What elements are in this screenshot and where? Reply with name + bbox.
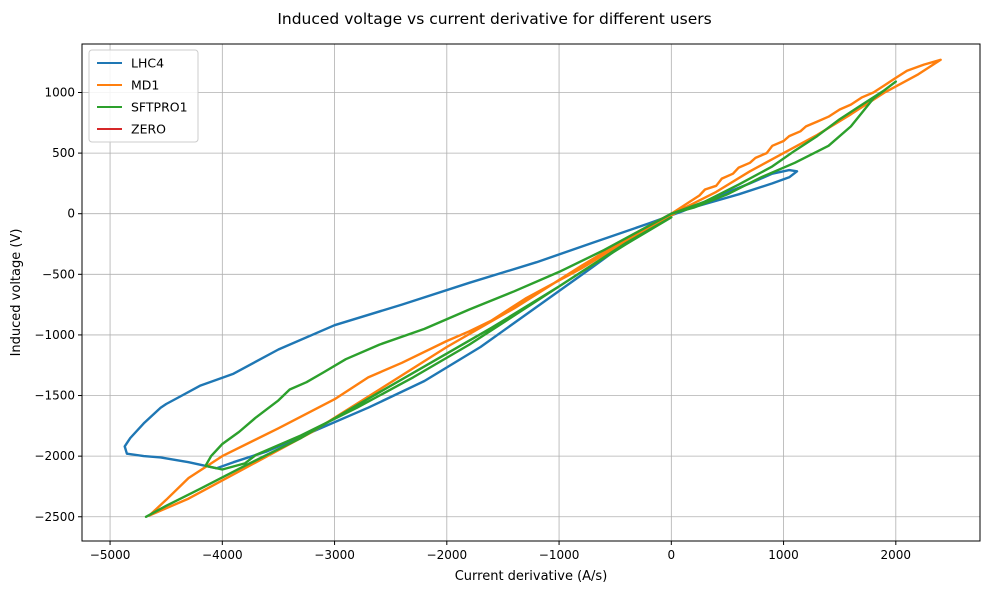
x-tick-label: −2000	[427, 548, 468, 562]
plot-frame	[81, 43, 981, 542]
legend: LHC4 MD1 SFTPRO1 ZERO	[88, 49, 199, 143]
legend-box	[88, 49, 199, 143]
y-ticks: −2500 −2000 −1500 −1000 −500 0 500 1000	[34, 85, 82, 524]
x-tick-label: 0	[667, 548, 675, 562]
y-tick-label: −2500	[34, 510, 75, 524]
x-tick-label: −4000	[202, 548, 243, 562]
y-tick-label: 0	[67, 207, 75, 221]
y-axis-label: Induced voltage (V)	[9, 229, 24, 357]
x-tick-label: −3000	[314, 548, 355, 562]
x-tick-label: −1000	[539, 548, 580, 562]
grid-layer	[82, 44, 980, 541]
legend-label-md1: MD1	[131, 78, 159, 93]
y-tick-label: 1000	[44, 85, 75, 99]
series-line-lhc4	[123, 168, 799, 470]
legend-label-lhc4: LHC4	[131, 56, 164, 71]
y-tick-label: 500	[52, 146, 75, 160]
x-ticks: −5000 −4000 −3000 −2000 −1000 0 1000 2000	[90, 541, 911, 562]
x-axis-label: Current derivative (A/s)	[455, 569, 608, 584]
x-tick-label: 1000	[768, 548, 799, 562]
y-tick-label: −2000	[34, 449, 75, 463]
legend-label-zero: ZERO	[131, 122, 166, 137]
x-tick-label: −5000	[90, 548, 131, 562]
series-layer	[123, 58, 942, 518]
y-tick-label: −500	[42, 267, 75, 281]
chart-title: Induced voltage vs current derivative fo…	[277, 10, 711, 28]
series-line-md1	[148, 58, 942, 517]
x-tick-label: 2000	[881, 548, 912, 562]
y-tick-label: −1500	[34, 389, 75, 403]
series-line-sftpro1	[144, 80, 897, 518]
legend-label-sftpro1: SFTPRO1	[131, 100, 188, 115]
y-tick-label: −1000	[34, 328, 75, 342]
